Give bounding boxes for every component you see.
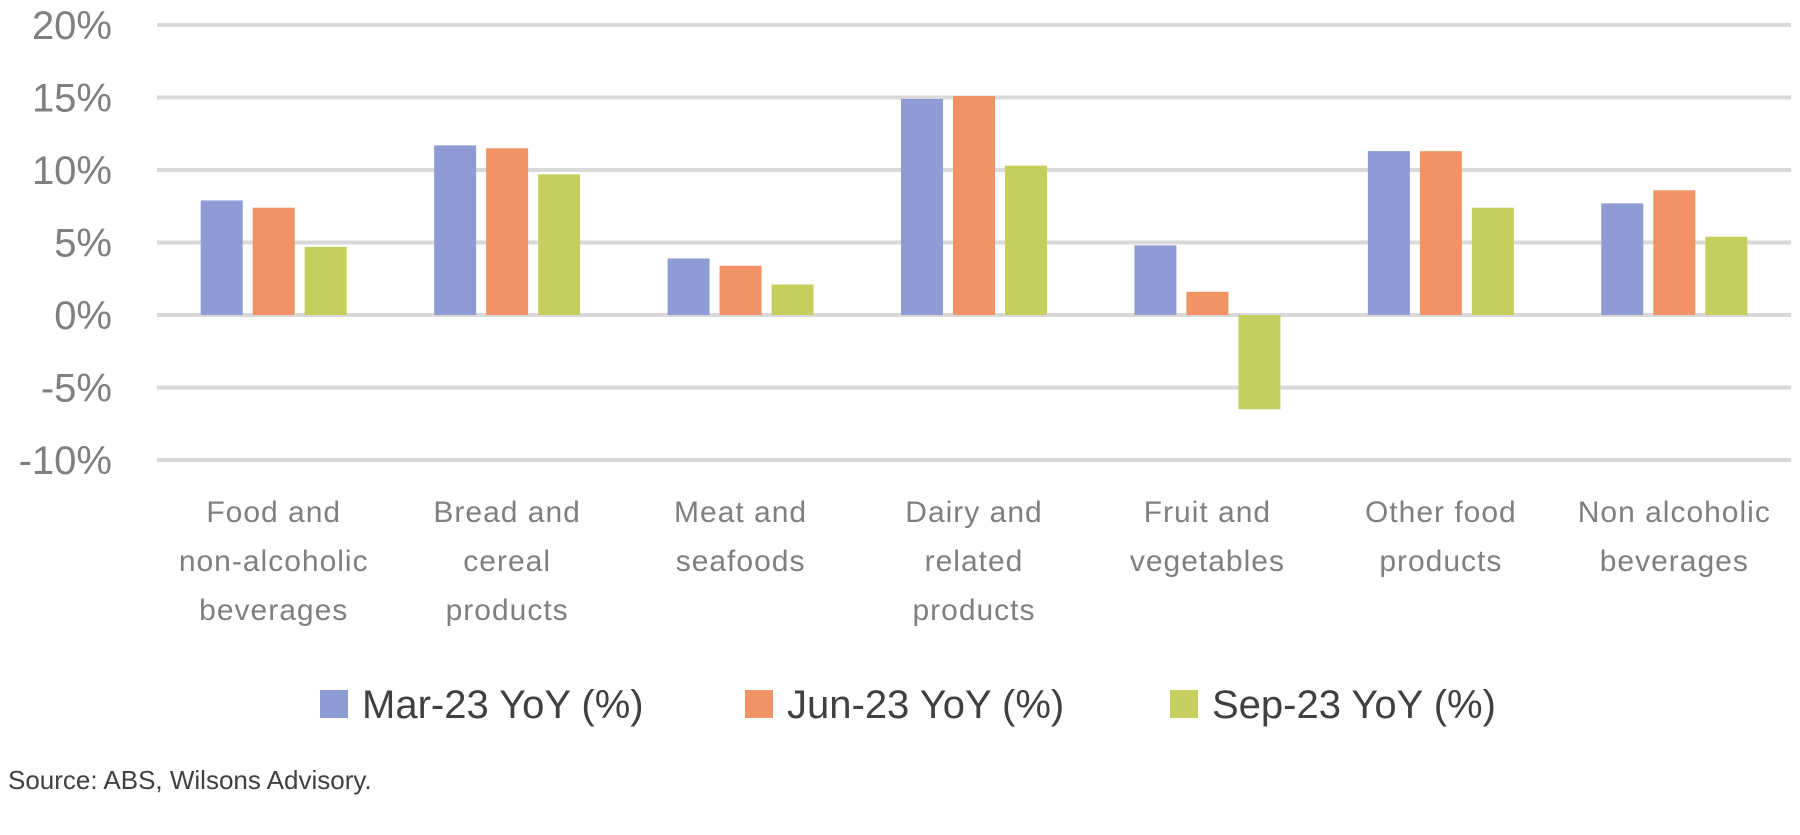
- bar-jun-23: [719, 265, 762, 315]
- x-tick-label: Other food: [1365, 496, 1517, 529]
- y-tick-label: -5%: [41, 367, 112, 411]
- x-tick-label: beverages: [1600, 545, 1749, 578]
- y-tick-label: -10%: [19, 439, 112, 483]
- bar-sep-23: [538, 174, 581, 315]
- x-tick-label: related: [925, 545, 1024, 578]
- bar-jun-23: [953, 96, 995, 315]
- x-tick-label: Dairy and: [905, 496, 1042, 529]
- x-tick-label: non-alcoholic: [179, 545, 369, 578]
- y-tick-label: 5%: [54, 222, 112, 266]
- y-tick-label: 15%: [32, 77, 112, 121]
- bar-jun-23: [1419, 151, 1462, 315]
- y-tick-label: 20%: [32, 4, 112, 48]
- source-note: Source: ABS, Wilsons Advisory.: [8, 765, 372, 795]
- bar-mar-23: [200, 200, 243, 315]
- bar-mar-23: [1134, 245, 1177, 315]
- bar-mar-23: [667, 258, 710, 315]
- x-tick-label: seafoods: [676, 545, 806, 578]
- y-tick-label: 10%: [32, 149, 112, 193]
- bar-mar-23: [1601, 203, 1644, 315]
- x-tick-label: Food and: [206, 496, 341, 529]
- bar-sep-23: [1238, 315, 1281, 410]
- legend-label: Jun-23 YoY (%): [787, 683, 1064, 727]
- bar-mar-23: [434, 145, 477, 315]
- legend-swatch: [745, 690, 773, 718]
- bar-jun-23: [1186, 291, 1229, 315]
- legend-label: Mar-23 YoY (%): [362, 683, 644, 727]
- x-tick-label: products: [446, 594, 569, 627]
- bar-sep-23: [1005, 165, 1047, 315]
- legend-swatch: [320, 690, 348, 718]
- bar-sep-23: [771, 284, 814, 315]
- bar-jun-23: [486, 148, 529, 315]
- x-tick-label: products: [1379, 545, 1502, 578]
- legend-swatch: [1170, 690, 1198, 718]
- bar-jun-23: [252, 207, 295, 315]
- bar-mar-23: [901, 98, 943, 315]
- x-tick-label: beverages: [199, 594, 348, 627]
- legend-label: Sep-23 YoY (%): [1212, 683, 1496, 727]
- x-tick-label: Fruit and: [1144, 496, 1271, 529]
- bar-sep-23: [1705, 236, 1748, 315]
- bar-sep-23: [304, 246, 347, 315]
- x-tick-label: Bread and: [433, 496, 580, 529]
- bar-jun-23: [1653, 190, 1696, 315]
- x-tick-label: Meat and: [674, 496, 807, 529]
- x-tick-label: Non alcoholic: [1578, 496, 1771, 529]
- bar-sep-23: [1471, 207, 1514, 315]
- bar-chart: 20% 15% 10% 5% 0% -5% -10% Food and non-alcoholi…: [19, 4, 1791, 727]
- y-tick-label: 0%: [54, 294, 112, 338]
- x-tick-label: products: [912, 594, 1035, 627]
- bar-mar-23: [1367, 151, 1410, 315]
- x-tick-label: vegetables: [1130, 545, 1285, 578]
- x-tick-label: cereal: [463, 545, 551, 578]
